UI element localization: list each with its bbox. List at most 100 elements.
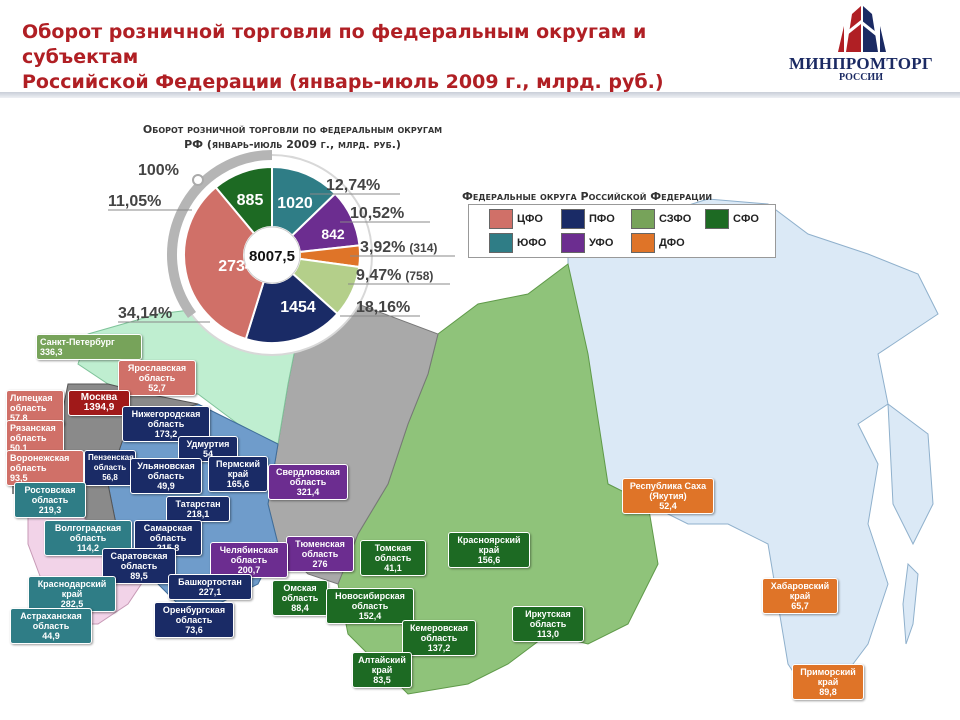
region-value: 218,1	[186, 509, 210, 519]
legend-label: СЗФО	[659, 213, 692, 225]
legend-swatch	[489, 209, 513, 229]
ring-label: 100%	[138, 162, 179, 179]
region-name: Нижегородская область	[131, 409, 201, 429]
region-name: Самарская область	[143, 523, 193, 543]
region-value: 93,5	[10, 473, 28, 483]
region-label-altai: Алтайский край 83,5	[352, 652, 412, 688]
region-label-nizhny: Нижегородская область 173,2	[122, 406, 210, 442]
region-value: 227,1	[198, 587, 222, 597]
region-label-rostov: Ростовская область 219,3	[14, 482, 86, 518]
region-value: 89,5	[130, 571, 148, 581]
seg-value-yufo: 1020	[277, 195, 313, 212]
seg-value-cfo: 2734	[218, 258, 254, 275]
region-value: 57,8	[10, 413, 28, 423]
ring-knob	[192, 174, 204, 186]
region-value: 152,4	[358, 611, 382, 621]
region-value: 156,6	[477, 555, 501, 565]
region-label-tomsk: Томская область 41,1	[360, 540, 426, 576]
region-name: Республика Саха (Якутия)	[629, 481, 707, 501]
region-label-orenburg: Оренбургская область 73,6	[154, 602, 234, 638]
region-name: Свердловская область	[275, 467, 341, 487]
header: Оборот розничной торговли по федеральным…	[0, 0, 960, 93]
region-value: 54	[202, 449, 213, 459]
donut-title-line-2: РФ (январь-июль 2009 г., млрд. руб.)	[184, 138, 401, 151]
donut-title: Оборот розничной торговли по федеральным…	[120, 122, 465, 152]
region-name: Челябинская область	[219, 545, 279, 565]
region-value: 137,2	[427, 643, 451, 653]
pct-yufo: 12,74%	[326, 177, 380, 194]
region-name: Омская область	[281, 583, 319, 603]
region-value: 321,4	[296, 487, 320, 497]
region-name: Краснодарский край	[37, 579, 107, 599]
seg-value-szfo: 885	[237, 192, 264, 209]
region-value: 44,9	[42, 631, 60, 641]
region-name: Воронежская область	[10, 453, 70, 473]
region-name: Новосибирская область	[335, 591, 405, 611]
legend-item-yufo: ЮФО	[489, 233, 546, 253]
region-value: 52,4	[659, 501, 677, 511]
region-name: Саратовская область	[110, 551, 168, 571]
region-label-voronezh: Воронежская область 93,5	[6, 450, 84, 486]
region-name: Тюменская область	[295, 539, 345, 559]
region-value: 173,2	[154, 429, 178, 439]
region-name: Удмуртия	[186, 439, 230, 449]
seg-value-ufo: 842	[321, 226, 345, 242]
seg-value-pfo: 1454	[280, 299, 316, 316]
region-name: Красноярский край	[457, 535, 521, 555]
region-name: Ульяновская область	[137, 461, 195, 481]
donut-hole	[243, 226, 301, 284]
legend-swatch	[561, 209, 585, 229]
donut-total: 8007,5	[249, 248, 295, 265]
legend-label: ЮФО	[517, 237, 547, 249]
region-label-krasnodar: Краснодарский край 282,5	[28, 576, 116, 612]
region-value: 73,6	[185, 625, 203, 635]
region-name: Приморский край	[800, 667, 856, 687]
region-value: 336,3	[40, 347, 63, 357]
region-label-chelyabinsk: Челябинская область 200,7	[210, 542, 288, 578]
region-label-primorsky: Приморский край 89,8	[792, 664, 864, 700]
legend-label: ЦФО	[517, 213, 543, 225]
region-label-tatarstan: Татарстан 218,1	[166, 496, 230, 522]
region-label-yakutia: Республика Саха (Якутия) 52,4	[622, 478, 714, 514]
region-name: Башкортостан	[178, 577, 242, 587]
region-label-krasnoyarsk: Красноярский край 156,6	[448, 532, 530, 568]
region-name: Волгоградская область	[54, 523, 122, 543]
region-name: Астраханская область	[20, 611, 82, 631]
legend-item-sfo: СФО	[705, 209, 759, 229]
region-name: Рязанская область	[10, 423, 56, 443]
legend: Федеральные округа Российской Федерации …	[462, 190, 780, 262]
region-value: 219,3	[38, 505, 62, 515]
region-label-irkutsk: Иркутская область 113,0	[512, 606, 584, 642]
region-value: 113,0	[536, 629, 560, 639]
logo-subtext: РОССИИ	[839, 72, 883, 83]
region-value: 41,1	[384, 563, 402, 573]
region-name: Хабаровский край	[770, 581, 830, 601]
region-label-sverdlovsk: Свердловская область 321,4	[268, 464, 348, 500]
pct-pfo: 18,16%	[356, 299, 410, 316]
legend-swatch	[631, 233, 655, 253]
region-name: Татарстан	[175, 499, 221, 509]
legend-label: СФО	[733, 213, 759, 225]
header-divider	[0, 92, 960, 98]
pct-szfo-2: 9,47% (758)	[356, 267, 433, 284]
region-name: Пензенская область	[88, 453, 134, 472]
region-name: Липецкая область	[10, 393, 53, 413]
legend-title: Федеральные округа Российской Федерации	[462, 190, 713, 203]
region-name: Ярославская область	[127, 363, 187, 383]
logo-emblem-icon	[838, 6, 886, 52]
region-value: 282,5	[60, 599, 84, 609]
region-label-kemerovo: Кемеровская область 137,2	[402, 620, 476, 656]
region-value: 165,6	[226, 479, 250, 489]
legend-items: ЦФО ПФО СЗФО СФО ЮФО УФО ДФО	[468, 204, 776, 258]
region-value: 50,1	[10, 443, 28, 453]
region-label-yaroslavl: Ярославская область 52,7	[118, 360, 196, 396]
legend-item-szfo: СЗФО	[631, 209, 691, 229]
region-value: 83,5	[373, 675, 391, 685]
region-name: Кемеровская область	[409, 623, 469, 643]
region-label-tyumen: Тюменская область 276	[286, 536, 354, 572]
legend-item-cfo: ЦФО	[489, 209, 543, 229]
region-value: 276	[312, 559, 328, 569]
region-label-moscow: Москва 1394,9	[68, 390, 130, 416]
region-name: Москва	[80, 392, 118, 403]
legend-label: УФО	[589, 237, 614, 249]
